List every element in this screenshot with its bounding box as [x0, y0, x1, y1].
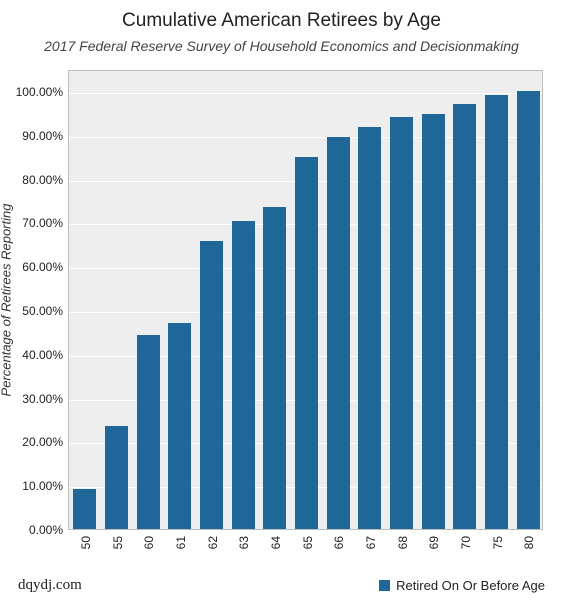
legend-label: Retired On Or Before Age [396, 578, 545, 593]
x-tick-label: 50 [79, 536, 93, 549]
bar [327, 137, 350, 529]
x-tick-label: 66 [332, 536, 346, 549]
bar [295, 157, 318, 529]
x-tick-label: 63 [237, 536, 251, 549]
bar [485, 95, 508, 529]
x-tick-label: 64 [269, 536, 283, 549]
gridline [69, 531, 542, 532]
plot-area [68, 70, 543, 530]
bar [105, 426, 128, 529]
y-tick-label: 20.00% [8, 435, 63, 449]
x-tick-label: 67 [364, 536, 378, 549]
chart-container: Cumulative American Retirees by Age 2017… [0, 0, 563, 602]
source-label: dqydj.com [18, 577, 82, 594]
x-tick-label: 68 [396, 536, 410, 549]
y-tick-label: 50.00% [8, 304, 63, 318]
bar [137, 335, 160, 530]
y-tick-label: 10.00% [8, 479, 63, 493]
y-tick-label: 70.00% [8, 216, 63, 230]
y-tick-label: 80.00% [8, 173, 63, 187]
x-tick-label: 80 [522, 536, 536, 549]
x-tick-label: 55 [111, 536, 125, 549]
x-tick-label: 75 [491, 536, 505, 549]
legend: Retired On Or Before Age [379, 578, 545, 593]
x-tick-label: 62 [206, 536, 220, 549]
bar [232, 221, 255, 529]
bar [263, 207, 286, 529]
x-tick-label: 69 [427, 536, 441, 549]
chart-subtitle: 2017 Federal Reserve Survey of Household… [0, 32, 563, 54]
y-tick-label: 40.00% [8, 348, 63, 362]
bar [517, 91, 540, 529]
bar [168, 323, 191, 529]
bar [73, 489, 96, 529]
gridline [69, 93, 542, 94]
x-tick-label: 70 [459, 536, 473, 549]
chart-title: Cumulative American Retirees by Age [0, 0, 563, 32]
x-tick-label: 61 [174, 536, 188, 549]
bar [200, 241, 223, 529]
y-tick-label: 90.00% [8, 129, 63, 143]
y-tick-label: 0.00% [8, 523, 63, 537]
bar [358, 127, 381, 529]
legend-swatch [379, 580, 390, 591]
x-tick-label: 60 [142, 536, 156, 549]
bar [390, 117, 413, 529]
x-tick-label: 65 [301, 536, 315, 549]
y-tick-label: 100.00% [8, 85, 63, 99]
y-axis-label: Percentage of Retirees Reporting [0, 204, 14, 397]
bar [453, 104, 476, 529]
chart-footer: dqydj.com Retired On Or Before Age [18, 577, 545, 594]
y-tick-label: 30.00% [8, 392, 63, 406]
y-tick-label: 60.00% [8, 260, 63, 274]
bar [422, 114, 445, 529]
